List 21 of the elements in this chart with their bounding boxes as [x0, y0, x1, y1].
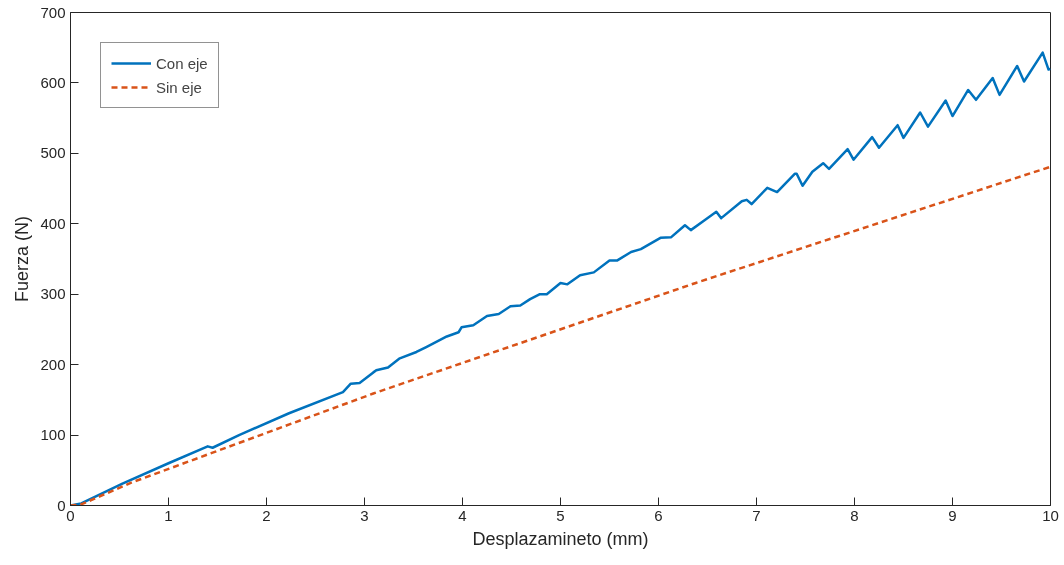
- x-tick-label: 6: [654, 506, 663, 524]
- y-tick-label: 400: [40, 214, 66, 232]
- x-tick-label: 9: [948, 506, 957, 524]
- y-tick-label: 500: [40, 144, 66, 162]
- x-tick-label: 2: [262, 506, 271, 524]
- x-tick-label: 7: [752, 506, 761, 524]
- y-tick-label: 600: [40, 73, 66, 91]
- legend-label: Con eje: [156, 54, 208, 72]
- x-tick-label: 3: [360, 506, 369, 524]
- y-tick-label: 200: [40, 355, 66, 373]
- x-axis-title: Desplazamineto (mm): [472, 528, 649, 549]
- x-tick-label: 10: [1042, 506, 1059, 524]
- y-tick-label: 300: [40, 285, 66, 303]
- x-tick-label: 5: [556, 506, 565, 524]
- x-tick-label: 4: [458, 506, 467, 524]
- x-tick-label: 8: [850, 506, 859, 524]
- x-tick-label: 1: [164, 506, 173, 524]
- legend-label: Sin eje: [156, 78, 202, 96]
- y-tick-label: 700: [40, 3, 66, 21]
- y-tick-label: 100: [40, 426, 66, 444]
- y-axis-title: Fuerza (N): [12, 215, 33, 302]
